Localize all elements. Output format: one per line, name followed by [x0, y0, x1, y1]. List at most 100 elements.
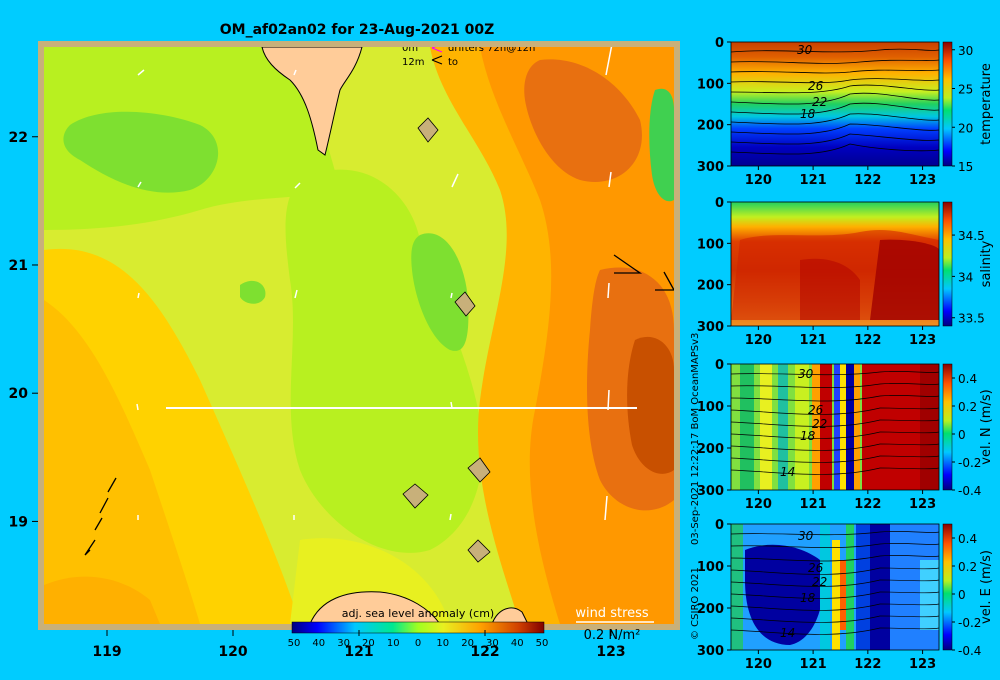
side-y-tick-label: 100 [697, 237, 724, 252]
side-y-tick-label: 200 [697, 119, 724, 134]
sla-colorbar-tick-label: 30 [337, 638, 350, 649]
sla-region-central-green [285, 169, 483, 553]
side-y-tick-label: 100 [697, 560, 724, 575]
legend-row1-label: drifters 72h@12h [448, 43, 535, 54]
sla-colorbar-tick-label: 40 [511, 638, 524, 649]
salinity-colorbar-ticks: 34.5 34 33.5 [952, 229, 985, 326]
temperature-contours [731, 48, 939, 155]
side-x-tick-label: 123 [909, 497, 936, 512]
map-y-tick-label: 22 [9, 130, 28, 146]
velocity-arrows [136, 47, 613, 521]
map-x-tick-label: 122 [470, 644, 499, 660]
side-y-tick-label: 0 [715, 518, 724, 533]
sla-colorbar-tick-label: 10 [436, 638, 449, 649]
contour-label: 14 [780, 465, 795, 479]
colorbar-tick-label: 25 [958, 83, 973, 97]
vel-e-colorbar-label: vel. E (m/s) [979, 550, 994, 624]
side-x-tick-label: 120 [745, 333, 772, 348]
salinity-colorbar-label: salinity [979, 240, 994, 287]
sla-region-far-east-green [649, 88, 674, 202]
sla-colorbar-ticks: 50 40 30 20 10 0 10 20 30 40 50 [288, 638, 549, 649]
side-y-tick-label: 0 [715, 358, 724, 373]
wind-stress-label: wind stress [575, 606, 649, 621]
map-x-ticks: 119 120 121 122 123 [92, 630, 626, 660]
vel-n-colorbar-label: vel. N (m/s) [979, 389, 994, 464]
salinity-panel: 34.5 34 33.5 salinity [730, 201, 994, 327]
colorbar-tick-label: -0.2 [958, 616, 981, 630]
sla-region-central-core [411, 233, 469, 351]
contour-label: 22 [812, 417, 827, 431]
vel-e-contours [731, 531, 939, 635]
contour-label: 22 [812, 95, 827, 109]
side-x-tick-label: 120 [745, 173, 772, 188]
side-x-tick-label: 121 [800, 333, 827, 348]
salinity-patches [731, 230, 939, 320]
side-x-tick-label: 123 [909, 657, 936, 672]
island-2 [454, 291, 476, 317]
contour-label: 30 [798, 529, 814, 543]
map-y-tick-label: 20 [9, 386, 29, 402]
contour-label: 18 [800, 591, 816, 605]
contour-label: 22 [812, 575, 827, 589]
side-x-tick-label: 121 [800, 497, 827, 512]
contour-label: 18 [800, 429, 816, 443]
map-x-tick-label: 121 [344, 644, 373, 660]
side-x-tick-label: 122 [854, 173, 881, 188]
sla-region-nw-green [63, 111, 219, 193]
side-x-tick-label: 120 [745, 657, 772, 672]
side-y-tick-label: 200 [697, 442, 724, 457]
colorbar-tick-label: 0 [958, 588, 966, 602]
side-y-tick-label: 200 [697, 279, 724, 294]
contour-label: 18 [800, 107, 816, 121]
map-y-tick-label: 21 [9, 258, 28, 274]
side-y-tick-label: 0 [715, 36, 724, 51]
sla-colorbar-tick-label: 10 [387, 638, 400, 649]
contour-label: 26 [808, 403, 824, 417]
wind-stress-scale: 0.2 N/m² [584, 628, 641, 643]
contour-label: 30 [798, 367, 814, 381]
credit-timestamp: 03-Sep-2021 12:22:17 BoM OceanMAPSv3 [690, 333, 701, 545]
land-mass-south [309, 591, 441, 624]
contour-label: 26 [808, 79, 824, 93]
sla-region-west-core [44, 300, 200, 624]
side-y-tick-label: 300 [697, 644, 724, 659]
side-x-tick-label: 123 [909, 333, 936, 348]
colorbar-tick-label: -0.4 [958, 484, 981, 498]
sla-colorbar-tick-label: 20 [461, 638, 474, 649]
land-mass-north [261, 47, 363, 156]
side-y-tick-label: 100 [697, 400, 724, 415]
drifter-line-icon-2 [431, 47, 443, 53]
drifter-end-icon-2 [431, 59, 443, 65]
sla-region-southwest [44, 576, 160, 624]
drifter-line-icon [431, 47, 437, 49]
sla-region-east-core [627, 336, 674, 474]
temperature-colorbar [942, 41, 953, 167]
sla-field: 0m drifters 72h@12h 12m to 200 1000 2000… [44, 43, 674, 624]
side-y-tick-label: 200 [697, 602, 724, 617]
map-y-tick-label: 19 [9, 514, 28, 530]
island-6 [491, 607, 529, 624]
vel-n-colorbar-ticks: 0.4 0.2 0 -0.2 -0.4 [952, 372, 981, 498]
island-3 [467, 457, 491, 483]
sla-region-ne-dark [524, 59, 642, 182]
colorbar-tick-label: 0.4 [958, 372, 977, 386]
island-5 [467, 539, 491, 563]
vel-n-contours [731, 371, 939, 475]
colorbar-tick-label: -0.4 [958, 644, 981, 658]
side-y-tick-label: 300 [697, 320, 724, 335]
side-y-tick-label: 300 [697, 484, 724, 499]
side-x-tick-label: 121 [800, 657, 827, 672]
legend-row2-depth: 12m [402, 57, 424, 68]
sla-colorbar-tick-label: 20 [362, 638, 375, 649]
legend-row1-depth: 0m [402, 43, 418, 54]
legend-row2-label: to [448, 57, 458, 68]
sla-colorbar-tick-label: 0 [415, 638, 421, 649]
island-1 [417, 117, 439, 143]
side-x-tick-label: 120 [745, 497, 772, 512]
